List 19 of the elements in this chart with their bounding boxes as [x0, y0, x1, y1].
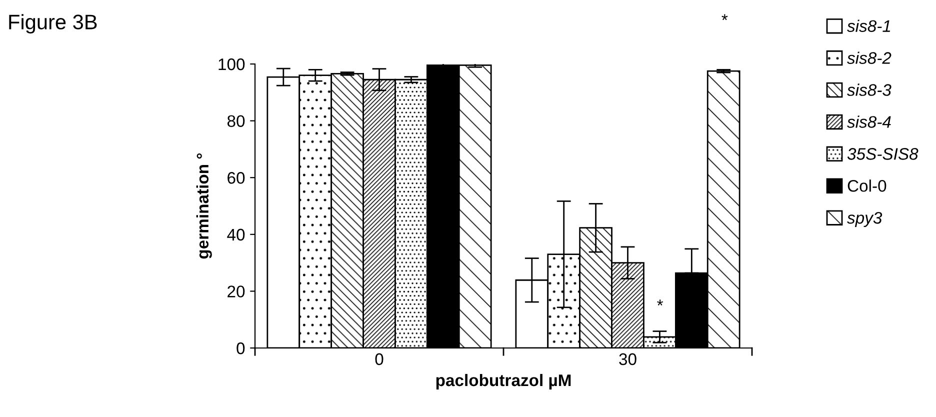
annotation: * [657, 300, 664, 306]
x-axis-title: paclobutrazol µM [436, 374, 571, 390]
y-tick-label: 80 [227, 115, 245, 128]
legend-label: sis8-4 [847, 116, 891, 128]
y-tick-label: 60 [228, 172, 245, 184]
text: Figure 3B [9, 14, 97, 34]
x-tick-label: 30 [619, 353, 636, 366]
legend-label: spy3 [847, 212, 882, 228]
y-tick-label: 40 [227, 228, 245, 241]
legend-label: sis8-3 [847, 84, 892, 96]
y-axis-title: germination ° [196, 153, 212, 259]
y-tick-label: 0 [236, 342, 245, 354]
legend-label: Col-0 [848, 180, 886, 192]
legend-label: sis8-1 [847, 20, 890, 32]
legend-label: 35S-SIS8 [847, 148, 918, 160]
y-tick-label: 20 [228, 286, 245, 298]
y-tick-label: 100 [218, 58, 245, 70]
legend-label: sis8-2 [847, 52, 892, 64]
text: * [722, 14, 728, 20]
